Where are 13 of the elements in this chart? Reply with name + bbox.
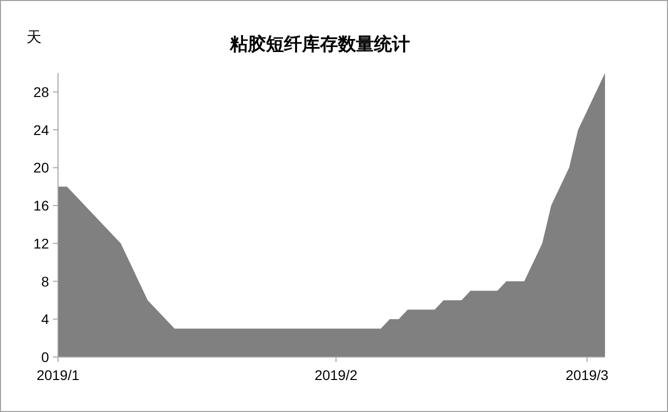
chart-title: 粘胶短纤库存数量统计 [229,34,410,54]
x-tick-label: 2019/2 [314,367,358,383]
y-tick-label: 28 [33,84,50,100]
y-tick-label: 0 [41,349,50,365]
y-tick-label: 8 [41,273,50,290]
y-tick-label: 4 [41,311,50,328]
y-tick-label: 20 [33,160,50,176]
x-tick-label: 2019/3 [566,367,609,383]
y-tick-label: 24 [33,122,50,138]
x-tick-label: 2019/1 [36,367,80,383]
y-tick-label: 12 [33,235,50,252]
y-tick-label: 16 [33,198,50,214]
y-axis-title: 天 [26,29,42,46]
